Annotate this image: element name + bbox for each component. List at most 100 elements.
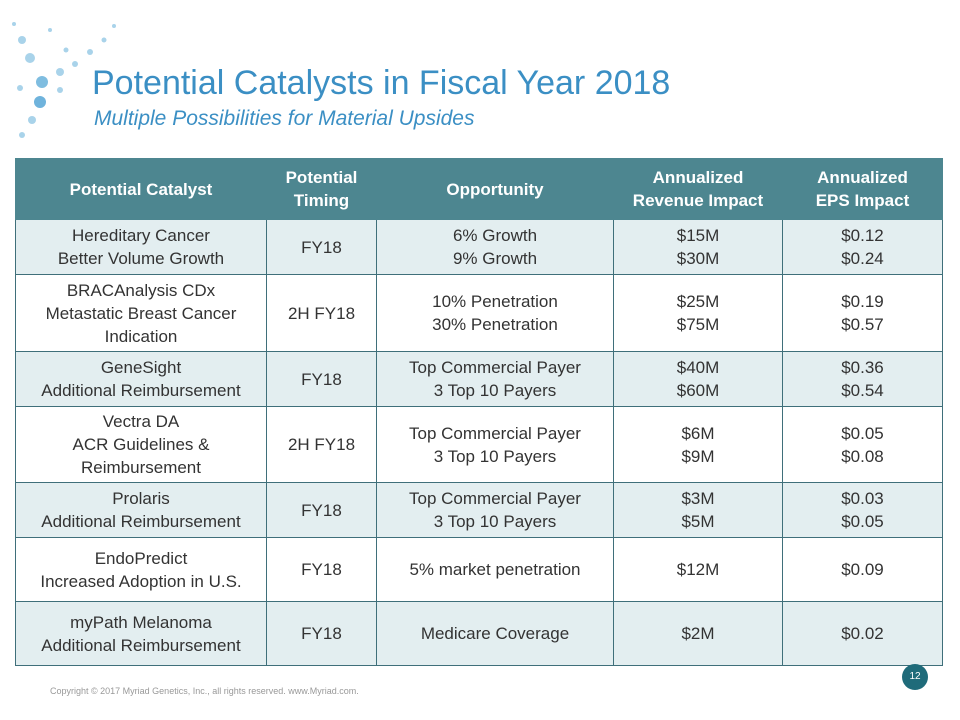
table-row: BRACAnalysis CDx Metastatic Breast Cancer… xyxy=(15,274,943,352)
cell-line: Top Commercial Payer xyxy=(409,423,581,443)
cell-line: Additional Reimbursement xyxy=(41,381,241,400)
cell-line: $0.05 xyxy=(841,512,884,531)
table-cell: $15M $30M xyxy=(613,219,783,275)
table-row: Prolaris Additional Reimbursement FY18 Top … xyxy=(15,482,943,538)
cell-line: 3 Top 10 Payers xyxy=(433,446,557,466)
table-cell: $0.36 $0.54 xyxy=(782,351,943,407)
table-cell: 2H FY18 xyxy=(266,274,377,352)
table-cell: 2H FY18 xyxy=(266,406,377,483)
subtitle: Multiple Possibilities for Material Upsi… xyxy=(94,107,475,130)
table-cell: $6M $9M xyxy=(613,406,783,483)
cell-line: FY18 xyxy=(301,500,342,520)
cell-line: GeneSight xyxy=(100,358,182,377)
table-cell: myPath Melanoma Additional Reimbursement xyxy=(15,601,267,666)
cell-line: $25M xyxy=(676,292,720,311)
table-row: Hereditary Cancer Better Volume Growth FY1… xyxy=(15,219,943,275)
cell-line: 6% Growth xyxy=(452,226,538,245)
table-cell: 5% market penetration xyxy=(376,537,614,602)
table-row: Vectra DA ACR Guidelines & Reimbursement 2H… xyxy=(15,406,943,483)
cell-line: Annualized xyxy=(652,168,744,187)
cell-line: $60M xyxy=(676,381,720,400)
cell-line: $0.09 xyxy=(841,560,884,579)
cell-line: Vectra DA xyxy=(102,412,180,431)
cell-line: Better Volume Growth xyxy=(57,249,225,268)
cell-line: Indication xyxy=(104,326,178,346)
cell-line: $9M xyxy=(681,446,715,466)
table-cell: $25M $75M xyxy=(613,274,783,352)
cell-line: Medicare Coverage xyxy=(420,624,570,643)
cell-line: $0.54 xyxy=(841,381,884,400)
cell-line: $0.36 xyxy=(841,358,884,377)
table-cell: $0.09 xyxy=(782,537,943,602)
table-cell: FY18 xyxy=(266,351,377,407)
table-cell: 10% Penetration 30% Penetration xyxy=(376,274,614,352)
cell-line: $0.24 xyxy=(841,249,884,268)
cell-line: Reimbursement xyxy=(81,458,201,477)
cell-line: myPath Melanoma xyxy=(70,612,212,632)
table-cell: Hereditary Cancer Better Volume Growth xyxy=(15,219,267,275)
cell-line: $0.57 xyxy=(841,315,884,334)
table-cell: Vectra DA ACR Guidelines & Reimbursement xyxy=(15,406,267,483)
cell-line: Opportunity xyxy=(446,179,544,199)
table-cell: Top Commercial Payer 3 Top 10 Payers xyxy=(376,406,614,483)
page-number: 12 xyxy=(902,664,928,690)
cell-line: Potential xyxy=(285,168,358,187)
table-row: EndoPredict Increased Adoption in U.S. FY1… xyxy=(15,537,943,602)
table-cell: Prolaris Additional Reimbursement xyxy=(15,482,267,538)
cell-line: EndoPredict xyxy=(94,548,188,568)
cell-line: $0.03 xyxy=(841,489,884,508)
table-cell: GeneSight Additional Reimbursement xyxy=(15,351,267,407)
cell-line: $0.02 xyxy=(841,624,884,643)
cell-line: $0.05 xyxy=(841,423,884,443)
table-cell: FY18 xyxy=(266,601,377,666)
cell-line: $5M xyxy=(681,512,715,531)
table-cell: FY18 xyxy=(266,219,377,275)
column-header: Annualized Revenue Impact xyxy=(613,158,783,220)
cell-line: EPS Impact xyxy=(815,191,910,210)
column-header: Potential Timing xyxy=(266,158,377,220)
cell-line: $0.19 xyxy=(841,292,884,311)
cell-line: Increased Adoption in U.S. xyxy=(40,571,242,591)
logo-dots xyxy=(12,22,116,138)
cell-line: $30M xyxy=(676,249,720,268)
table-cell: $12M xyxy=(613,537,783,602)
cell-line: 10% Penetration xyxy=(432,292,558,311)
cell-line: Potential Catalyst xyxy=(69,179,213,199)
cell-line: Additional Reimbursement xyxy=(41,635,241,655)
table-cell: $0.02 xyxy=(782,601,943,666)
cell-line: FY18 xyxy=(301,624,342,643)
cell-line: Top Commercial Payer xyxy=(409,489,581,508)
cell-line: $0.12 xyxy=(841,226,884,245)
cell-line: Revenue Impact xyxy=(632,191,764,210)
table-cell: Top Commercial Payer 3 Top 10 Payers xyxy=(376,482,614,538)
cell-line: Timing xyxy=(293,191,350,210)
table-cell: BRACAnalysis CDx Metastatic Breast Cancer… xyxy=(15,274,267,352)
table-cell: $0.05 $0.08 xyxy=(782,406,943,483)
table-cell: $0.12 $0.24 xyxy=(782,219,943,275)
cell-line: $40M xyxy=(676,358,720,377)
table-cell: FY18 xyxy=(266,537,377,602)
cell-line: $6M xyxy=(681,423,715,443)
table-row: myPath Melanoma Additional Reimbursement F… xyxy=(15,601,943,666)
cell-line: $12M xyxy=(676,560,720,579)
cell-line: Additional Reimbursement xyxy=(41,512,241,531)
table-cell: 6% Growth 9% Growth xyxy=(376,219,614,275)
cell-line: $3M xyxy=(681,489,715,508)
table-cell: FY18 xyxy=(266,482,377,538)
cell-line: FY18 xyxy=(301,560,342,579)
cell-line: 2H FY18 xyxy=(287,435,356,454)
table-cell: $2M xyxy=(613,601,783,666)
cell-line: Metastatic Breast Cancer xyxy=(45,303,237,323)
cell-line: FY18 xyxy=(301,237,342,257)
table-cell: Medicare Coverage xyxy=(376,601,614,666)
cell-line: 30% Penetration xyxy=(432,315,558,334)
column-header: Opportunity xyxy=(376,158,614,220)
cell-line: $15M xyxy=(676,226,720,245)
cell-line: 5% market penetration xyxy=(409,560,581,579)
table-cell: Top Commercial Payer 3 Top 10 Payers xyxy=(376,351,614,407)
table-cell: $40M $60M xyxy=(613,351,783,407)
table-cell: EndoPredict Increased Adoption in U.S. xyxy=(15,537,267,602)
catalyst-table: Potential Catalyst Potential Timing Opportu… xyxy=(15,158,943,666)
header-row: Potential Catalyst Potential Timing Opportu… xyxy=(15,158,943,220)
table-row: GeneSight Additional Reimbursement FY18 Top… xyxy=(15,351,943,407)
